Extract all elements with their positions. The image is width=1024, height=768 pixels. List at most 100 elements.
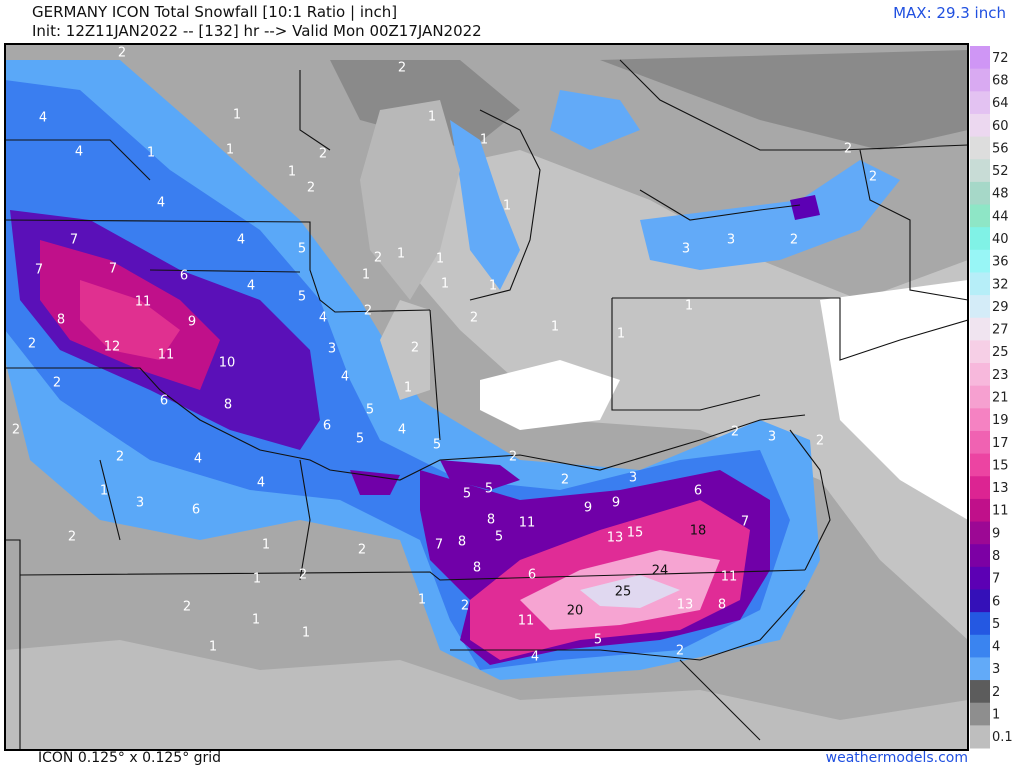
snow-label: 1 (418, 593, 426, 608)
colorbar-label: 6 (992, 594, 1000, 609)
map-frame (4, 43, 969, 751)
snow-label: 3 (328, 342, 336, 357)
snow-label: 1 (262, 538, 270, 553)
snow-label: 3 (629, 471, 637, 486)
subtitle: Init: 12Z11JAN2022 -- [132] hr --> Valid… (32, 22, 482, 40)
snow-label: 2 (790, 233, 798, 248)
colorbar-swatch (970, 612, 990, 636)
snow-label: 9 (584, 501, 592, 516)
colorbar-swatch (970, 453, 990, 477)
snow-label: 4 (341, 370, 349, 385)
snow-field (5, 44, 968, 750)
snow-label: 11 (518, 614, 535, 629)
snow-label: 8 (718, 598, 726, 613)
colorbar-label: 60 (992, 119, 1009, 134)
colorbar-label: 4 (992, 640, 1000, 655)
snow-label: 8 (473, 561, 481, 576)
snow-label: 5 (485, 482, 493, 497)
colorbar-label: 21 (992, 391, 1009, 406)
grid-label: ICON 0.125° x 0.125° grid (38, 750, 222, 766)
snow-label: 1 (252, 613, 260, 628)
snow-label: 20 (567, 604, 584, 619)
colorbar-label: 3 (992, 662, 1000, 677)
snow-label: 2 (53, 376, 61, 391)
colorbar-swatch (970, 272, 990, 296)
colorbar: 7268646056524844403632292725232119171513… (970, 46, 1013, 749)
snow-label: 1 (226, 143, 234, 158)
snow-label: 2 (398, 61, 406, 76)
snow-label: 4 (531, 650, 539, 665)
colorbar-swatch (970, 498, 990, 523)
title: GERMANY ICON Total Snowfall [10:1 Ratio … (32, 3, 398, 21)
snow-label: 3 (768, 430, 776, 445)
colorbar-swatch (970, 113, 990, 138)
snow-label: 13 (607, 531, 624, 546)
snow-label: 8 (57, 313, 65, 328)
snow-label: 5 (366, 403, 374, 418)
colorbar-label: 52 (992, 164, 1009, 179)
snow-label: 2 (364, 304, 372, 319)
snow-label: 11 (721, 570, 738, 585)
snow-label: 1 (436, 252, 444, 267)
snow-label: 9 (612, 496, 620, 511)
snow-label: 5 (298, 290, 306, 305)
colorbar-swatch (970, 159, 990, 183)
colorbar-swatch (970, 249, 990, 273)
snow-label: 2 (28, 337, 36, 352)
colorbar-label: 17 (992, 436, 1009, 451)
snow-label: 2 (319, 147, 327, 162)
snow-label: 5 (356, 432, 364, 447)
snow-label: 2 (68, 530, 76, 545)
snow-label: 2 (307, 181, 315, 196)
colorbar-swatch (970, 521, 990, 545)
snow-label: 4 (319, 311, 327, 326)
colorbar-swatch (970, 317, 990, 341)
snow-label: 2 (183, 600, 191, 615)
snow-label: 1 (441, 277, 449, 292)
snow-label: 2 (731, 425, 739, 440)
snow-label: 15 (627, 526, 644, 541)
snow-label: 11 (519, 516, 536, 531)
colorbar-swatch (970, 566, 990, 590)
snow-label: 1 (428, 110, 436, 125)
snow-label: 6 (160, 394, 168, 409)
colorbar-swatch (970, 340, 990, 364)
snow-label: 3 (727, 233, 735, 248)
snow-label: 6 (694, 484, 702, 499)
colorbar-label: 32 (992, 277, 1009, 292)
snow-label: 2 (12, 423, 20, 438)
colorbar-label: 56 (992, 141, 1009, 156)
snow-label: 2 (561, 473, 569, 488)
colorbar-swatch (970, 634, 990, 658)
snow-label: 7 (109, 262, 117, 277)
snow-label: 25 (615, 585, 632, 600)
snow-label: 1 (480, 133, 488, 148)
snow-label: 7 (741, 515, 749, 530)
snow-label: 4 (157, 196, 165, 211)
snow-label: 1 (685, 299, 693, 314)
snow-label: 2 (676, 644, 684, 659)
colorbar-swatch (970, 68, 990, 92)
snow-label: 1 (362, 268, 370, 283)
colorbar-label: 48 (992, 187, 1009, 202)
snow-label: 9 (188, 315, 196, 330)
colorbar-label: 19 (992, 413, 1009, 428)
snow-label: 2 (844, 142, 852, 157)
snow-label: 1 (617, 327, 625, 342)
colorbar-label: 64 (992, 96, 1009, 111)
snow-label: 7 (70, 233, 78, 248)
colorbar-label: 72 (992, 51, 1009, 66)
snow-label: 18 (690, 524, 707, 539)
snow-label: 5 (298, 242, 306, 257)
snow-label: 3 (136, 496, 144, 511)
snow-label: 4 (247, 279, 255, 294)
colorbar-swatch (970, 544, 990, 568)
snow-label: 6 (323, 419, 331, 434)
snow-label: 4 (257, 476, 265, 491)
snow-label: 1 (503, 199, 511, 214)
snow-label: 4 (237, 233, 245, 248)
colorbar-label: 5 (992, 617, 1000, 632)
snow-label: 13 (677, 598, 694, 613)
